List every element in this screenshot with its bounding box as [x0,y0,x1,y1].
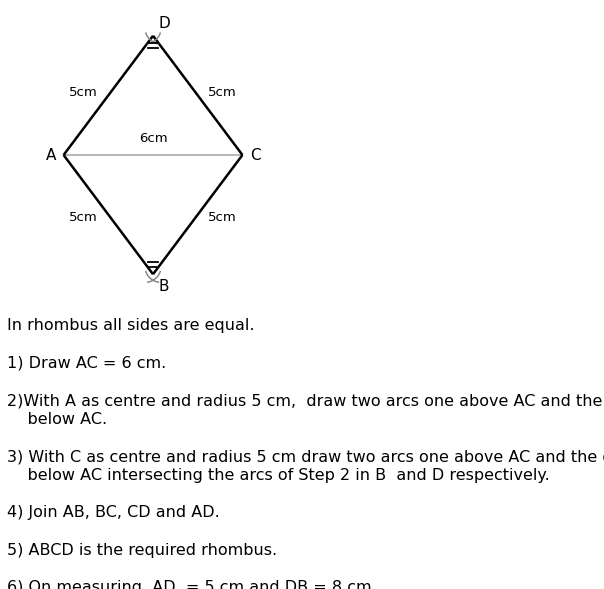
Text: 2)With A as centre and radius 5 cm,  draw two arcs one above AC and the other: 2)With A as centre and radius 5 cm, draw… [7,393,604,408]
Text: below AC.: below AC. [7,412,108,427]
Text: 5cm: 5cm [69,86,98,99]
Text: D: D [159,16,171,31]
Text: 5cm: 5cm [208,86,237,99]
Text: 1) Draw AC = 6 cm.: 1) Draw AC = 6 cm. [7,356,167,370]
Text: B: B [159,279,170,294]
Text: 5cm: 5cm [208,211,237,224]
Text: 5) ABCD is the required rhombus.: 5) ABCD is the required rhombus. [7,542,277,558]
Text: 3) With C as centre and radius 5 cm draw two arcs one above AC and the other: 3) With C as centre and radius 5 cm draw… [7,449,604,464]
Text: 5cm: 5cm [69,211,98,224]
Text: A: A [46,147,56,163]
Text: 6) On measuring, AD  = 5 cm and DB = 8 cm.: 6) On measuring, AD = 5 cm and DB = 8 cm… [7,580,377,589]
Text: below AC intersecting the arcs of Step 2 in B  and D respectively.: below AC intersecting the arcs of Step 2… [7,468,550,483]
Text: 4) Join AB, BC, CD and AD.: 4) Join AB, BC, CD and AD. [7,505,220,520]
Text: 6cm: 6cm [139,131,167,144]
Text: C: C [250,147,260,163]
Text: In rhombus all sides are equal.: In rhombus all sides are equal. [7,319,255,333]
